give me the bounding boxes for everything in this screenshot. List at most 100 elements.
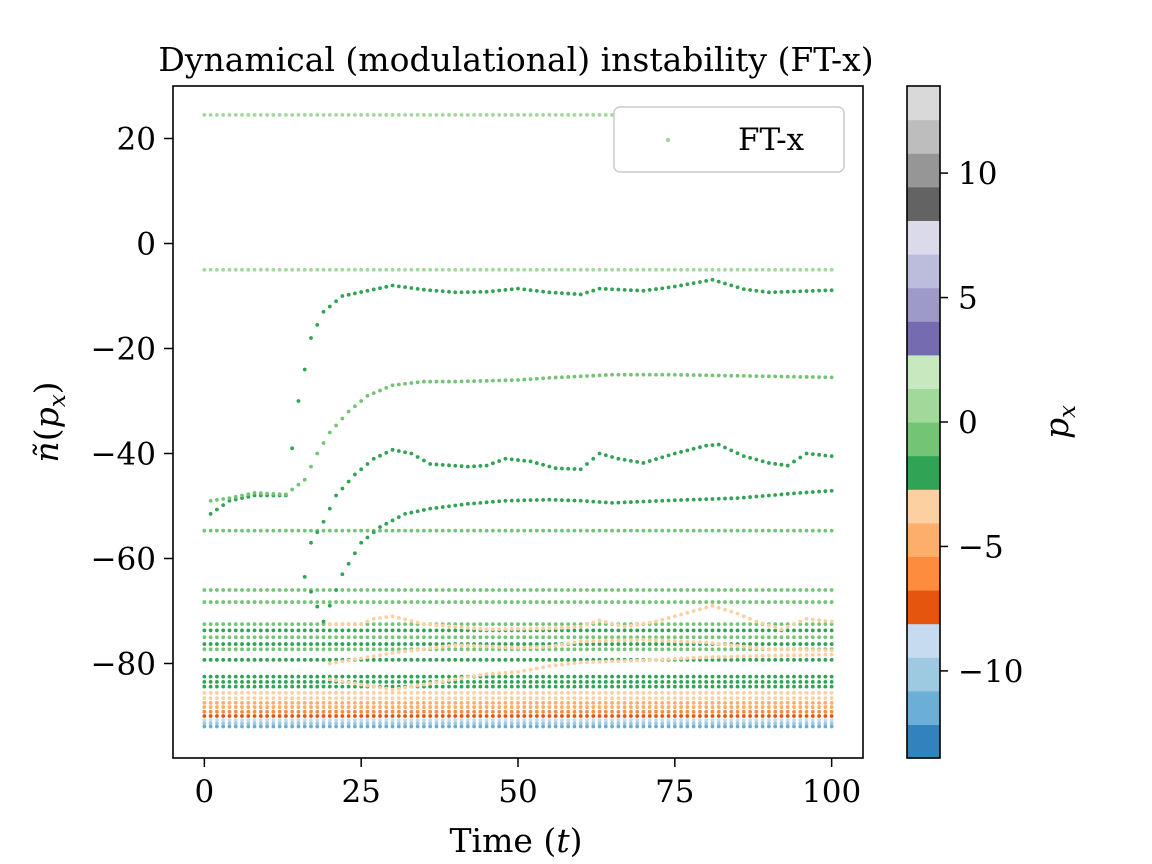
data-point <box>434 691 439 695</box>
data-point <box>760 653 765 658</box>
data-point <box>465 588 470 592</box>
data-point <box>723 718 727 723</box>
data-point <box>534 461 539 465</box>
data-point <box>309 528 313 533</box>
data-point <box>616 674 621 679</box>
data-point <box>672 639 677 644</box>
data-point <box>528 674 533 679</box>
data-point <box>534 626 539 631</box>
data-point <box>227 112 232 117</box>
data-point <box>735 451 740 456</box>
data-point <box>622 622 627 627</box>
data-point <box>635 700 640 705</box>
data-point <box>365 721 370 726</box>
flat-series-3 <box>202 588 834 592</box>
data-point <box>516 684 520 689</box>
data-point <box>741 691 746 695</box>
data-point <box>208 600 213 604</box>
data-point <box>353 528 357 533</box>
data-point <box>296 718 301 723</box>
data-point <box>629 635 633 640</box>
data-point <box>353 622 357 627</box>
data-point <box>698 705 702 709</box>
data-point <box>616 642 621 646</box>
data-point <box>679 684 683 689</box>
data-point <box>528 705 533 709</box>
data-point <box>792 684 796 689</box>
data-point <box>716 718 721 723</box>
data-point <box>760 646 765 651</box>
data-point <box>679 696 683 701</box>
data-point <box>610 112 614 117</box>
data-point <box>233 700 238 705</box>
data-point <box>760 724 765 729</box>
data-point <box>622 679 627 684</box>
data-point <box>309 622 313 627</box>
data-point <box>729 709 734 714</box>
data-point <box>509 600 514 604</box>
data-point <box>396 647 401 652</box>
data-point <box>760 289 765 294</box>
data-point <box>403 696 407 701</box>
data-point <box>290 657 295 662</box>
data-point <box>334 721 338 726</box>
data-point <box>578 498 583 503</box>
data-point <box>447 588 451 592</box>
data-point <box>422 682 426 687</box>
data-point <box>396 615 401 620</box>
data-point <box>566 718 571 723</box>
data-point <box>415 628 420 633</box>
data-point <box>428 642 433 646</box>
data-point <box>779 674 784 679</box>
data-point <box>390 684 395 689</box>
data-point <box>817 618 821 623</box>
data-point <box>560 112 564 117</box>
data-point <box>810 617 815 622</box>
data-point <box>566 724 571 729</box>
data-point <box>610 659 614 664</box>
data-point <box>660 709 665 714</box>
data-point <box>327 304 332 309</box>
data-point <box>346 528 351 533</box>
data-point <box>823 679 828 684</box>
data-point <box>748 654 752 658</box>
data-point <box>271 674 276 679</box>
data-point <box>629 623 633 628</box>
data-point <box>396 528 401 533</box>
data-point <box>434 709 439 714</box>
data-point <box>679 642 683 646</box>
data-point <box>635 647 640 652</box>
data-point <box>767 696 771 701</box>
data-point <box>309 709 313 714</box>
data-point <box>252 112 257 117</box>
data-point <box>246 674 251 679</box>
data-point <box>635 460 640 464</box>
data-point <box>685 647 690 652</box>
data-point <box>666 639 671 643</box>
data-point <box>585 642 589 646</box>
data-point <box>302 642 307 646</box>
data-point <box>547 709 552 714</box>
data-point <box>779 600 784 604</box>
data-point <box>252 705 257 709</box>
flat-series-12 <box>202 679 834 684</box>
data-point <box>798 653 803 657</box>
data-point <box>472 528 476 533</box>
data-point <box>497 691 502 695</box>
data-point <box>516 709 520 714</box>
data-point <box>672 635 677 640</box>
data-point <box>629 658 633 663</box>
data-point <box>365 588 370 592</box>
data-point <box>208 709 213 714</box>
data-point <box>453 628 458 633</box>
data-point <box>334 718 338 723</box>
data-point <box>384 724 389 729</box>
data-point <box>484 684 489 689</box>
data-point <box>647 709 652 714</box>
data-point <box>679 283 683 288</box>
data-point <box>221 700 226 705</box>
data-point <box>760 657 765 662</box>
data-point <box>484 721 489 726</box>
data-point <box>409 700 414 705</box>
